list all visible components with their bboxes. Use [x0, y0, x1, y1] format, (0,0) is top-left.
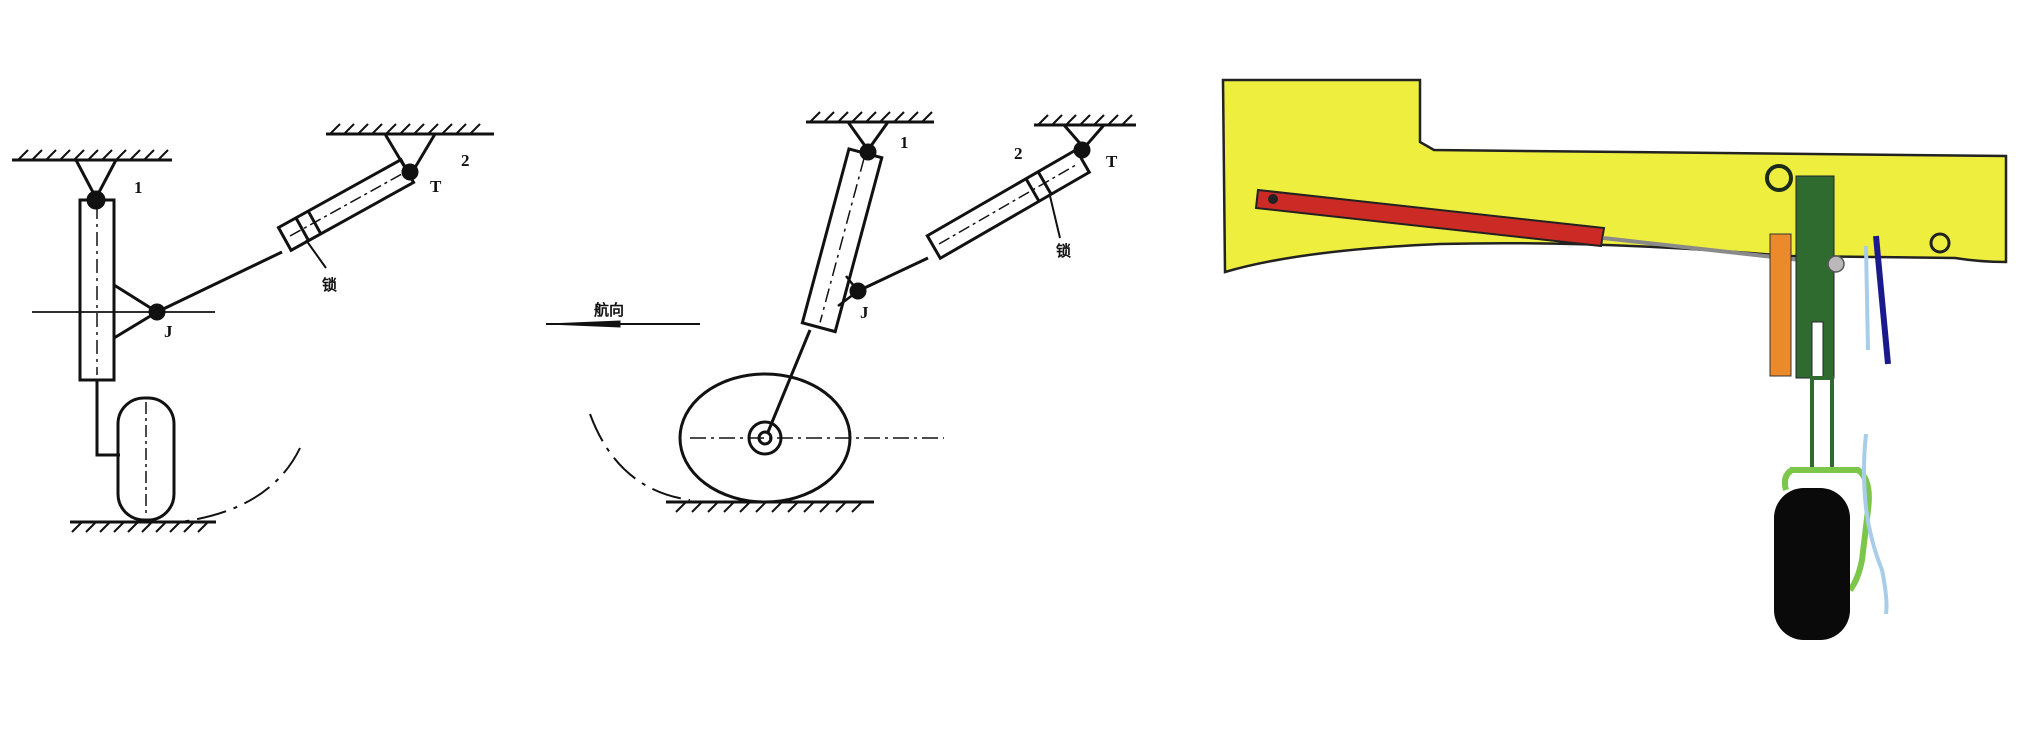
- green-strut: [1795, 175, 1835, 379]
- left-wheel: [116, 396, 176, 522]
- right-diagram: [1221, 78, 2008, 640]
- middle-label-t: T: [1106, 152, 1118, 171]
- hydraulic-line-2: [1862, 433, 1889, 615]
- middle-label-lock: 锁: [1056, 242, 1071, 260]
- strut-pivot-ring: [1765, 164, 1793, 192]
- left-diagram: [12, 123, 494, 533]
- fuselage-body: [1221, 78, 2008, 274]
- left-label-j: J: [164, 322, 173, 341]
- middle-diagram: [546, 111, 1136, 513]
- hydraulic-line-1: [1864, 245, 1870, 351]
- left-label-1: 1: [134, 178, 143, 197]
- middle-label-2: 2: [1014, 144, 1023, 163]
- middle-strut: [800, 147, 884, 334]
- middle-label-j: J: [860, 303, 869, 322]
- oleo-inner: [1810, 376, 1834, 472]
- red-actuator: [1254, 188, 1606, 248]
- orange-bracket: [1769, 233, 1792, 377]
- left-ground-bottom: [70, 520, 216, 533]
- middle-ground-bottom: [666, 500, 874, 513]
- middle-label-heading: 航向: [594, 301, 624, 319]
- left-label-lock: 锁: [322, 276, 337, 294]
- middle-label-1: 1: [900, 133, 909, 152]
- black-wheel: [1774, 488, 1850, 640]
- left-label-t: T: [430, 177, 442, 196]
- left-mount-ground-1: [12, 149, 172, 202]
- middle-actuator: [925, 147, 1092, 261]
- fuselage-hole: [1929, 232, 1951, 254]
- gear-door: [1873, 235, 1891, 365]
- heading-indicator: [546, 320, 700, 328]
- left-label-2: 2: [461, 151, 470, 170]
